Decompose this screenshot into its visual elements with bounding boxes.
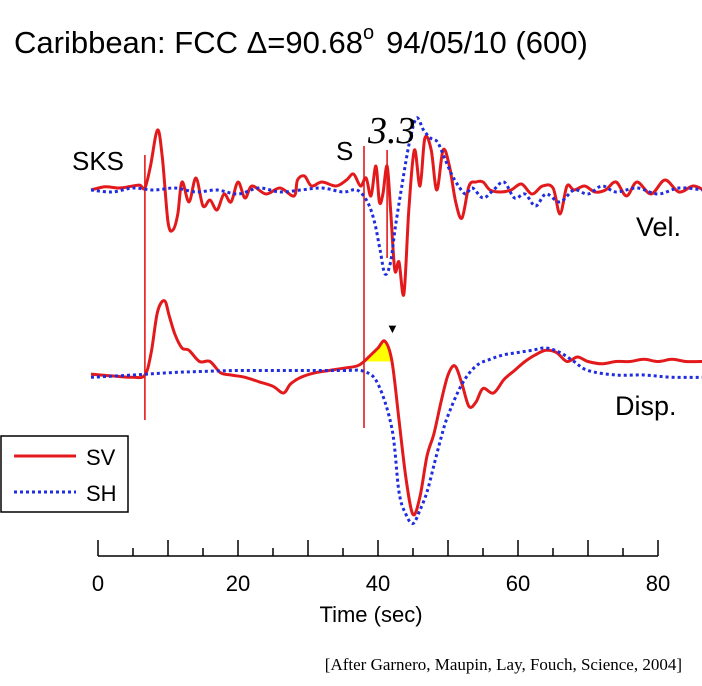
panel-label-vel: Vel. [636,212,681,242]
legend-label-sv: SV [86,445,116,470]
legend-label-sh: SH [86,481,117,506]
x-tick-label: 60 [506,571,530,596]
series-line-sv-vel [90,128,702,297]
panel-label-disp: Disp. [615,391,677,421]
series-line-sh-vel [90,116,702,276]
x-tick-label: 40 [366,571,390,596]
chart-title: Caribbean: FCC Δ=90.68o 94/05/10 (600) [14,22,588,60]
title-date: 94/05/10 (600) [386,25,588,60]
title-label: Caribbean: FCC Δ=90.68 [14,25,363,60]
peak-marker: ▼ [386,321,399,336]
source-note: [After Garnero, Maupin, Lay, Fouch, Scie… [325,655,682,674]
x-tick-label: 80 [646,571,670,596]
phase-label-s: S [336,136,353,166]
traces [90,116,702,526]
x-tick-label: 0 [92,571,104,596]
x-axis: 0 20 40 60 80 [92,540,670,596]
phase-label-sks: SKS [72,146,124,176]
title-degree: o [363,22,374,44]
legend-box [0,435,129,513]
series-line-sh-disp [90,346,702,526]
legend: SV SH [0,435,129,513]
x-axis-label: Time (sec) [319,602,422,627]
series-line-sv-disp [90,299,702,517]
annotation-label: 3.3 [367,110,416,152]
x-tick-label: 20 [226,571,250,596]
